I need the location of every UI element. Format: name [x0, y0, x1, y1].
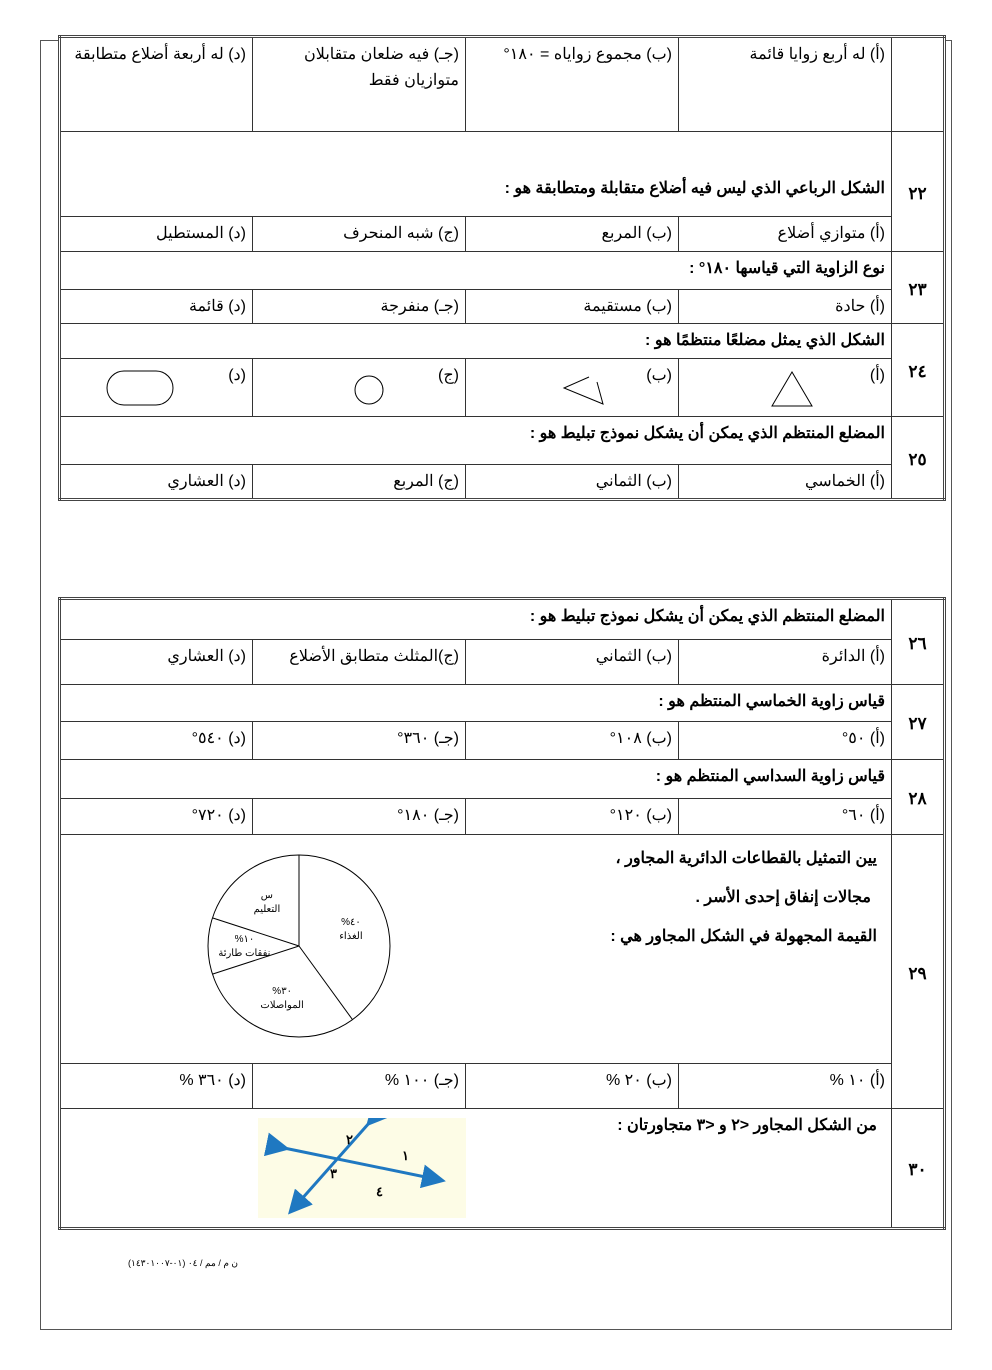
question-number: ٢٤: [891, 323, 945, 417]
pie-slice-value: س: [261, 890, 273, 901]
option-a[interactable]: (أ) متوازي أضلاع: [678, 216, 892, 252]
pie-slice-boundary: [298, 945, 353, 1020]
option-d[interactable]: (د) ٥٤٠°: [59, 721, 253, 760]
intersecting-lines-figure: ١ ٢ ٣ ٤: [258, 1118, 466, 1218]
question-text: نوع الزاوية التي قياسها ١٨٠° :: [59, 251, 892, 290]
pie-chart: %٤٠ الغذاء %٣٠ المواصلات %١٠ نفقات طارئة س التع…: [207, 854, 391, 1038]
option-d[interactable]: (د): [59, 358, 253, 417]
questions-table-2: ٢٦ المضلع المنتظم الذي يمكن أن يشكل نموذ…: [58, 597, 946, 1230]
option-label: (ب): [646, 367, 672, 384]
option-c[interactable]: (ج)المثلث متطابق الأضلاع: [252, 639, 466, 685]
option-a[interactable]: (أ): [678, 358, 892, 417]
line-2: [263, 1132, 446, 1189]
option-c[interactable]: (جـ) فيه ضلعان متقابلان متوازيان فقط: [252, 36, 466, 132]
question-number: ٢٢: [891, 131, 945, 252]
angle-label-2: ٢: [346, 1132, 353, 1147]
option-b[interactable]: (ب) الثماني: [465, 464, 679, 500]
option-b[interactable]: (ب) مستقيمة: [465, 289, 679, 324]
question-text: المضلع المنتظم الذي يمكن أن يشكل نموذج ت…: [59, 598, 892, 640]
question-line: يين التمثيل بالقطاعات الدائرية المجاور ،: [615, 850, 877, 867]
footer-code: ن م / مم / ٠٤ (٠١-١٤٣٠١٠٠٧): [128, 1258, 239, 1268]
option-a[interactable]: (أ) الخماسي: [678, 464, 892, 500]
pie-slice-boundary: [212, 917, 300, 947]
option-b[interactable]: (ب) الثماني: [465, 639, 679, 685]
pie-slice-value: %٤٠: [341, 917, 361, 928]
question-text: المضلع المنتظم الذي يمكن أن يشكل نموذج ت…: [59, 416, 892, 465]
option-c[interactable]: (جـ) ٣٦٠°: [252, 721, 466, 760]
option-b[interactable]: (ب) ١٢٠°: [465, 798, 679, 835]
question-number: ٢٣: [891, 251, 945, 324]
questions-table-1: (أ) له أربع زوايا قائمة (ب) مجموع زواياه…: [58, 35, 946, 501]
option-d[interactable]: (د) قائمة: [59, 289, 253, 324]
pie-slice-value: %٣٠: [272, 986, 292, 997]
option-a[interactable]: (أ) ٥٠°: [678, 721, 892, 760]
option-d[interactable]: (د) ٧٢٠°: [59, 798, 253, 835]
option-a[interactable]: (أ) ٦٠°: [678, 798, 892, 835]
question-text: الشكل الذي يمثل مضلعًا منتظمًا هو :: [59, 323, 892, 359]
option-b[interactable]: (ب) ٢٠ %: [465, 1063, 679, 1109]
option-b[interactable]: (ب): [465, 358, 679, 417]
open-angle-icon: [562, 376, 604, 405]
question-number: ٢٧: [891, 684, 945, 760]
option-label: (ج): [438, 367, 459, 384]
pie-slice-label: المواصلات: [260, 1000, 303, 1011]
option-label: (أ): [869, 367, 885, 384]
question-line: القيمة المجهولة في الشكل المجاور هي :: [610, 928, 877, 945]
option-b[interactable]: (ب) المربع: [465, 216, 679, 252]
option-d[interactable]: (د) المستطيل: [59, 216, 253, 252]
question-text: قياس زاوية الخماسي المنتظم هو :: [59, 684, 892, 722]
question-text: يين التمثيل بالقطاعات الدائرية المجاور ،…: [59, 834, 892, 1064]
triangle-icon: [771, 371, 813, 407]
question-number: ٢٨: [891, 759, 945, 835]
question-text: الشكل الرباعي الذي ليس فيه أضلاع متقابلة…: [59, 131, 892, 217]
option-c[interactable]: (جـ) ١٠٠ %: [252, 1063, 466, 1109]
option-c[interactable]: (جـ) منفرجة: [252, 289, 466, 324]
option-b[interactable]: (ب) ١٠٨°: [465, 721, 679, 760]
pie-slice-label: التعليم: [254, 904, 281, 915]
option-d[interactable]: (د) ٣٦٠ %: [59, 1063, 253, 1109]
question-number: [891, 36, 945, 132]
pie-slice-label: نفقات طارئة: [218, 948, 270, 959]
option-b[interactable]: (ب) مجموع زواياه = ١٨٠°: [465, 36, 679, 132]
angle-label-4: ٤: [376, 1184, 383, 1199]
question-number: ٢٦: [891, 598, 945, 685]
option-d[interactable]: (د) له أربعة أضلاع متطابقة: [59, 36, 253, 132]
angle-label-3: ٣: [330, 1166, 337, 1181]
pie-slice-value: %١٠: [235, 934, 255, 945]
question-line: مجالات إنفاق إحدى الأسر .: [695, 889, 871, 906]
question-number: ٢٥: [891, 416, 945, 500]
option-label: (د): [228, 367, 246, 384]
question-text: من الشكل المجاور <٢ و <٣ متجاورتان :: [59, 1108, 892, 1229]
option-c[interactable]: (ج) شبه المنحرف: [252, 216, 466, 252]
option-d[interactable]: (د) العشاري: [59, 639, 253, 685]
pie-slice-boundary: [212, 945, 300, 975]
option-c[interactable]: (ج) المربع: [252, 464, 466, 500]
circle-icon: [354, 375, 384, 405]
pie-slice-label: الغذاء: [339, 931, 362, 942]
question-text: قياس زاوية السداسي المنتظم هو :: [59, 759, 892, 799]
option-d[interactable]: (د) العشاري: [59, 464, 253, 500]
option-a[interactable]: (أ) ١٠ %: [678, 1063, 892, 1109]
option-a[interactable]: (أ) له أربع زوايا قائمة: [678, 36, 892, 132]
option-c[interactable]: (ج): [252, 358, 466, 417]
option-a[interactable]: (أ) حادة: [678, 289, 892, 324]
question-number: ٣٠: [891, 1108, 945, 1229]
option-c[interactable]: (جـ) ١٨٠°: [252, 798, 466, 835]
question-number: ٢٩: [891, 834, 945, 1109]
option-a[interactable]: (أ) الدائرة: [678, 639, 892, 685]
angle-label-1: ١: [402, 1148, 409, 1163]
rounded-rectangle-icon: [106, 370, 174, 406]
